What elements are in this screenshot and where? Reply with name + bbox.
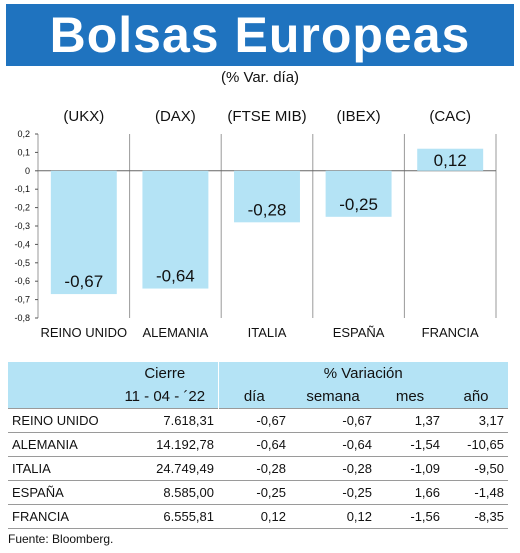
page-title: Bolsas Europeas — [49, 7, 471, 63]
y-tick-label: -0,4 — [14, 239, 30, 249]
table-cell-year: -1,48 — [444, 480, 508, 505]
bar — [325, 170, 392, 217]
y-tick-label: -0,1 — [14, 184, 30, 194]
category-label: REINO UNIDO — [40, 325, 127, 340]
title-banner: Bolsas Europeas — [6, 4, 514, 66]
table-cell-year: -10,65 — [444, 432, 508, 457]
table-column-header-row: 11 - 04 - ´22 día semana mes año — [8, 385, 508, 409]
table-row: FRANCIA 6.555,81 0,12 0,12 -1,56 -8,35 — [8, 504, 508, 529]
table-cell-month: -1,54 — [376, 432, 444, 457]
category-label: ITALIA — [248, 325, 287, 340]
bar — [417, 148, 484, 171]
table-cell-year: 3,17 — [444, 408, 508, 433]
table-cell-week: -0,67 — [290, 408, 376, 433]
y-tick-label: -0,8 — [14, 313, 30, 323]
bar-chart: 0,2 0,1 0 -0,1 -0,2 -0,3 -0,4 -0,5 -0,6 -0,7 -0,8 -… — [14, 108, 497, 340]
table-cell-close: 14.192,78 — [112, 432, 218, 457]
data-label: -0,28 — [248, 200, 287, 219]
table-cell-week: -0,28 — [290, 456, 376, 481]
table-cell-day: -0,25 — [218, 480, 290, 505]
index-label: (IBEX) — [337, 108, 381, 125]
table-header-change: % Variación — [217, 362, 508, 385]
table-cell-close: 6.555,81 — [112, 504, 218, 529]
table-row: ALEMANIA 14.192,78 -0,64 -0,64 -1,54 -10,65 — [8, 432, 508, 457]
table-cell-name: REINO UNIDO — [8, 408, 112, 433]
y-tick-label: 0,1 — [17, 147, 30, 157]
y-tick-label: -0,6 — [14, 276, 30, 286]
table-cell-year: -8,35 — [444, 504, 508, 529]
table-cell-week: 0,12 — [290, 504, 376, 529]
y-tick-label: 0,2 — [17, 129, 30, 139]
table-cell-week: -0,25 — [290, 480, 376, 505]
bar — [234, 170, 300, 223]
table-row: ITALIA 24.749,49 -0,28 -0,28 -1,09 -9,50 — [8, 456, 508, 481]
y-tick-label: -0,3 — [14, 221, 30, 231]
table-cell-close: 24.749,49 — [112, 456, 218, 481]
category-label: ALEMANIA — [143, 325, 209, 340]
table-header-day: día — [217, 385, 290, 409]
y-tick-label: 0 — [25, 166, 30, 176]
table-cell-day: 0,12 — [218, 504, 290, 529]
table-cell-day: -0,67 — [218, 408, 290, 433]
table-cell-name: ALEMANIA — [8, 432, 112, 457]
table-cell-month: 1,37 — [376, 408, 444, 433]
data-label: -0,67 — [64, 272, 103, 291]
data-table: Cierre % Variación 11 - 04 - ´22 día sem… — [8, 362, 508, 529]
table-cell-close: 7.618,31 — [112, 408, 218, 433]
table-row: ESPAÑA 8.585,00 -0,25 -0,25 1,66 -1,48 — [8, 480, 508, 505]
table-cell-month: -1,09 — [376, 456, 444, 481]
table-cell-day: -0,64 — [218, 432, 290, 457]
table-cell-week: -0,64 — [290, 432, 376, 457]
category-label: ESPAÑA — [333, 325, 385, 340]
table-cell-month: -1,56 — [376, 504, 444, 529]
index-label: (DAX) — [155, 108, 196, 125]
index-label: (FTSE MIB) — [227, 108, 306, 125]
data-label: -0,64 — [156, 267, 195, 286]
index-label: (CAC) — [429, 108, 471, 125]
table-cell-close: 8.585,00 — [112, 480, 218, 505]
data-label: 0,12 — [434, 151, 467, 170]
table-header-year: año — [444, 385, 508, 409]
table-cell-name: ITALIA — [8, 456, 112, 481]
table-cell-name: FRANCIA — [8, 504, 112, 529]
table-group-header-row: Cierre % Variación — [8, 362, 508, 385]
table-header-week: semana — [290, 385, 376, 409]
table-corner — [8, 362, 112, 385]
table-header-date: 11 - 04 - ´22 — [112, 385, 218, 409]
table-cell-name: ESPAÑA — [8, 480, 112, 505]
table-cell-year: -9,50 — [444, 456, 508, 481]
y-tick-label: -0,7 — [14, 295, 30, 305]
chart-subtitle: (% Var. día) — [220, 69, 300, 86]
table-header-month: mes — [376, 385, 444, 409]
index-label: (UKX) — [63, 108, 104, 125]
table-cell-day: -0,28 — [218, 456, 290, 481]
table-corner-2 — [8, 385, 112, 409]
y-tick-label: -0,5 — [14, 258, 30, 268]
y-tick-label: -0,2 — [14, 203, 30, 213]
bar — [50, 170, 117, 295]
category-label: FRANCIA — [422, 325, 479, 340]
source-note: Fuente: Bloomberg. — [8, 532, 114, 546]
data-label: -0,25 — [339, 195, 378, 214]
table-cell-month: 1,66 — [376, 480, 444, 505]
table-header-close: Cierre — [112, 362, 218, 385]
table-row: REINO UNIDO 7.618,31 -0,67 -0,67 1,37 3,17 — [8, 408, 508, 433]
bar — [142, 170, 209, 289]
